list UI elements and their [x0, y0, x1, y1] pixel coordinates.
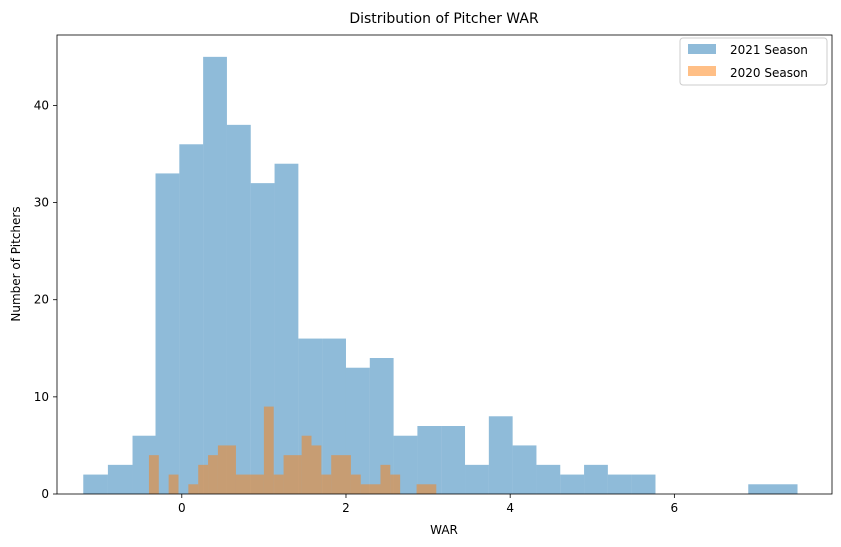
bar-series0-bin18: [512, 445, 537, 494]
x-axis: 0 2 4 6: [178, 494, 678, 515]
bar-series0-bin15: [441, 426, 466, 494]
bar-series1-bin3: [198, 464, 209, 494]
legend-label-2021: 2021 Season: [730, 43, 808, 57]
bar-series0-bin5: [203, 56, 227, 494]
bar-series0-bin21: [584, 464, 608, 494]
bar-series1-bin7: [263, 406, 274, 494]
bar-series0-bin19: [536, 464, 561, 494]
bar-series1-bin18: [416, 484, 437, 494]
bar-series0-bin17: [488, 416, 513, 494]
bar-series1-bin9: [283, 455, 302, 494]
bar-series1-bin14: [350, 474, 361, 494]
bar-series1-bin2: [188, 484, 199, 494]
bar-series0-bin16: [465, 464, 489, 494]
bar-series0-bin6: [226, 124, 251, 494]
bar-series1-bin4: [208, 455, 218, 494]
y-tick-label: 40: [34, 98, 49, 112]
bar-series1-bin8: [273, 474, 284, 494]
bar-series0-bin14: [417, 426, 442, 494]
bar-series0-bin20: [560, 474, 585, 494]
plot-frame: [56, 34, 833, 495]
bar-series0-bin11: [345, 367, 370, 494]
y-axis: 0 10 20 30 40: [34, 98, 57, 501]
y-tick-label: 30: [34, 196, 49, 210]
bar-series1-bin10: [301, 435, 312, 494]
plot-area: 0 2 4 6 0 10 20 30 40: [34, 34, 833, 515]
chart-title: Distribution of Pitcher WAR: [349, 11, 539, 27]
legend-label-2020: 2020 Season: [730, 66, 808, 80]
y-axis-label: Number of Pitchers: [9, 206, 23, 321]
bar-series1-bin5: [217, 445, 236, 494]
bars-layer: [83, 56, 798, 495]
x-tick-label: 6: [671, 501, 679, 515]
bar-series1-bin15: [360, 484, 381, 494]
y-tick-label: 20: [34, 293, 49, 307]
legend: 2021 Season 2020 Season: [679, 37, 828, 86]
y-tick-label: 0: [41, 487, 49, 501]
bar-series0-bin8: [274, 163, 299, 494]
x-tick-label: 2: [342, 501, 350, 515]
x-tick-label: 4: [506, 501, 514, 515]
bar-series0-bin24: [748, 484, 798, 494]
bar-series1-bin1: [168, 474, 179, 494]
bar-series0-bin4: [179, 144, 204, 495]
bar-series1-bin6: [235, 474, 264, 494]
legend-swatch-2020: [688, 66, 716, 76]
bar-series1-bin0: [148, 455, 159, 494]
bar-series1-bin13: [331, 455, 351, 494]
legend-swatch-2021: [688, 44, 716, 54]
bar-series1-bin17: [390, 474, 401, 494]
bar-series1-bin12: [321, 474, 332, 494]
bar-series0-bin1: [107, 464, 133, 494]
bar-series0-bin12: [369, 358, 394, 494]
x-tick-label: 0: [178, 501, 186, 515]
bar-series0-bin22: [607, 474, 632, 494]
bar-series0-bin0: [83, 474, 108, 494]
legend-box: [679, 37, 828, 86]
y-tick-label: 10: [34, 390, 49, 404]
bar-series0-bin3: [155, 173, 180, 494]
bar-series1-bin11: [311, 445, 322, 494]
x-axis-label: WAR: [430, 523, 458, 537]
bar-series0-bin23: [631, 474, 656, 494]
bar-series1-bin16: [380, 464, 391, 494]
